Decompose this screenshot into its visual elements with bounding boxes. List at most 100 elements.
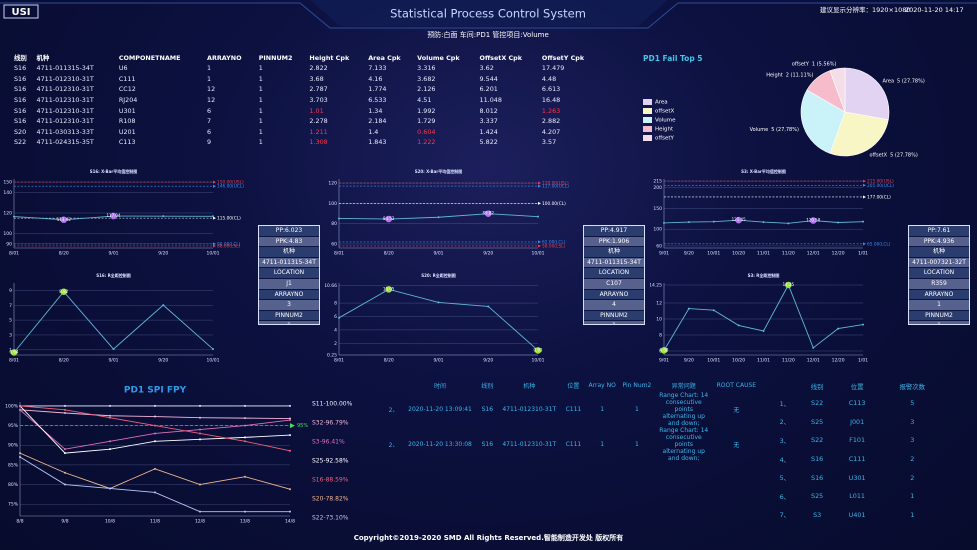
slice-category: offsetY — [792, 61, 810, 67]
table-cell: 1 — [258, 106, 263, 115]
info-panel: PP:7.61 PPK:4.936 机种 4711-007321-32T LOCATIO… — [908, 225, 970, 325]
data-point — [60, 216, 68, 224]
slice-category: Height — [766, 72, 783, 78]
x-tick-label: 9/20 — [158, 358, 168, 364]
table-row: 3、 S22 F101 3 — [770, 431, 945, 450]
table-cell: 3.316 — [417, 64, 436, 73]
table-row: S16 4711-012310-31T U301 6 1 1.01 1.34 1.992 8.0… — [12, 105, 602, 116]
control-label: 205.00(UCL) — [867, 183, 894, 189]
x-tick-label: 12/01 — [807, 251, 820, 257]
info-cell: 4711-007321-32T — [909, 257, 969, 269]
table-cell: 2、 — [388, 407, 399, 414]
control-label: 117.00(UCL) — [542, 184, 569, 190]
y-tick-label: 12 — [656, 301, 662, 307]
control-arrow — [863, 183, 866, 187]
x-tick-label: 10/8 — [105, 519, 115, 525]
table-cell: 12 — [207, 96, 216, 105]
table-cell: 6.533 — [368, 96, 387, 105]
legend-swatch — [643, 99, 652, 105]
slice-category: Area — [883, 78, 895, 84]
table-cell: 1 — [258, 117, 263, 126]
data-point — [437, 301, 440, 304]
control-arrow — [213, 244, 216, 248]
y-tick-label: 0.25 — [327, 353, 337, 359]
legend-label: S25-92.58% — [312, 458, 349, 465]
slice-value: 5 (27.78%) — [771, 126, 799, 132]
info-cell: R359 — [909, 278, 969, 290]
data-point — [64, 483, 66, 486]
table-cell: 1 — [600, 406, 605, 413]
table-cell: 1 — [600, 441, 605, 448]
info-cell: 1 — [259, 321, 319, 324]
data-point — [154, 467, 156, 470]
table-cell: 2.787 — [309, 85, 328, 94]
table-cell: 1.843 — [368, 138, 387, 147]
x-tick-label: 8/20 — [384, 251, 394, 257]
table-cell: 2 — [910, 455, 915, 464]
x-tick-label: 9/01 — [108, 358, 118, 364]
data-point — [199, 483, 201, 486]
table-cell: 5、 — [779, 474, 791, 483]
data-point — [154, 491, 156, 494]
point-label: 10.05 — [383, 286, 395, 291]
data-point — [534, 347, 542, 354]
data-point — [862, 220, 864, 223]
table-row: S20 4711-030313-33T U201 6 1 1.211 1.4 0.604 1.4… — [12, 127, 602, 138]
table-cell: L011 — [849, 492, 865, 501]
chart-title: S20: R全距控制图 — [421, 272, 456, 278]
legend-label: Volume — [655, 118, 676, 124]
data-point — [338, 316, 340, 319]
info-cell: PPK:1.906 — [584, 236, 644, 248]
chart-title: S3: X-Bar平均值控制图 — [741, 168, 786, 174]
table-row: 2、 2020-11-20 13:09:41 S16 4711-012310-31T C… — [385, 392, 760, 427]
control-label: 177.00(CL) — [867, 194, 891, 200]
legend-label: Area — [655, 100, 668, 106]
x-tick-label: 11/20 — [782, 251, 795, 257]
table-cell: 4711-030313-33T — [36, 127, 94, 136]
table-cell: S16 — [481, 406, 494, 413]
data-point — [289, 417, 291, 420]
table-cell: C111 — [118, 74, 136, 83]
table-cell: 4711-012310-31T — [36, 106, 94, 115]
x-tick-label: 10/01 — [707, 251, 720, 257]
table-row: S22 4711-024315-35T C113 9 1 1.308 1.843 1.222 5… — [12, 137, 602, 148]
table-cell: 1.263 — [541, 106, 561, 115]
y-tick-label: 7 — [9, 303, 12, 309]
table-cell: 3.57 — [541, 138, 557, 147]
x-tick-label: 9/01 — [108, 251, 118, 257]
column-header: COMPONETNAME — [118, 53, 181, 62]
table-row: S16 4711-011315-34T U6 1 1 2.822 7.133 3.316 3.6… — [12, 63, 602, 74]
table-cell: 1.34 — [368, 106, 383, 115]
alarm-panel: 时间 线别 机种 位置 Array NO Pin Num2 异常问题 ROOT CAUSE 2、… — [385, 378, 760, 526]
table-cell: S16 — [14, 117, 27, 126]
point-label: 0.93 — [534, 347, 543, 352]
legend-swatch — [643, 108, 652, 114]
table-cell: 4711-012310-31T — [502, 406, 557, 413]
table-cell: 2 — [910, 473, 915, 482]
table-cell: 3.337 — [479, 117, 498, 126]
x-tick-label: 13/8 — [240, 519, 250, 525]
control-arrow — [538, 244, 541, 248]
slice-category: Volume — [750, 126, 769, 132]
x-tick-label: 10/01 — [532, 358, 545, 364]
data-point — [687, 307, 690, 310]
table-cell: 4711-012310-31T — [502, 441, 557, 448]
control-label: 100.00(CL) — [542, 201, 566, 207]
table-cell: 1 — [207, 64, 212, 73]
y-tick-label: 5 — [9, 318, 12, 324]
data-point — [199, 510, 201, 513]
table-cell: 1 — [258, 96, 263, 105]
y-tick-label: 95% — [8, 423, 19, 429]
table-cell: 1.729 — [417, 117, 436, 126]
info-cell: 4711-011315-34T — [584, 257, 644, 269]
pie-slice — [829, 67, 846, 113]
data-point — [162, 215, 165, 218]
x-tick-label: 9/01 — [433, 251, 443, 257]
point-label: 120.58 — [806, 218, 820, 223]
y-tick-label: 14.25 — [650, 283, 662, 289]
table-cell: 4.51 — [417, 96, 432, 105]
data-point — [19, 404, 21, 407]
data-point — [199, 438, 201, 441]
data-point — [64, 412, 66, 415]
